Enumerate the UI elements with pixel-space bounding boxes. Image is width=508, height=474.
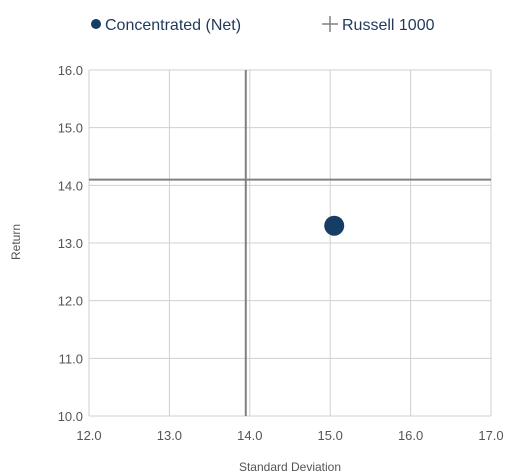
x-tick-label-1: 13.0 — [157, 428, 182, 443]
y-tick-label-5: 15.0 — [58, 121, 83, 136]
legend: Concentrated (Net) Russell 1000 — [91, 16, 435, 34]
legend-label-concentrated: Concentrated (Net) — [105, 17, 241, 34]
x-tick-label-3: 15.0 — [318, 428, 343, 443]
legend-marker-russell — [322, 16, 338, 32]
y-tick-label-4: 14.0 — [58, 178, 83, 193]
legend-marker-concentrated — [91, 19, 101, 29]
x-tick-label-5: 17.0 — [478, 428, 503, 443]
legend-label-russell: Russell 1000 — [342, 17, 435, 34]
x-tick-label-0: 12.0 — [76, 428, 101, 443]
y-tick-label-0: 10.0 — [58, 409, 83, 424]
x-tick-label-2: 14.0 — [237, 428, 262, 443]
y-tick-label-2: 12.0 — [58, 294, 83, 309]
y-tick-label-1: 11.0 — [59, 351, 83, 366]
data-marks — [89, 70, 491, 416]
y-axis-title: Return — [9, 224, 23, 260]
y-tick-label-6: 16.0 — [58, 63, 83, 78]
y-axis-ticks: 10.0 11.0 12.0 13.0 14.0 15.0 16.0 — [58, 63, 83, 424]
x-axis-ticks: 12.0 13.0 14.0 15.0 16.0 17.0 — [76, 428, 503, 443]
y-tick-label-3: 13.0 — [58, 236, 83, 251]
x-tick-label-4: 16.0 — [398, 428, 423, 443]
grid — [88, 69, 492, 417]
x-axis-title: Standard Deviation — [239, 460, 341, 474]
data-point-0-0 — [324, 215, 345, 236]
